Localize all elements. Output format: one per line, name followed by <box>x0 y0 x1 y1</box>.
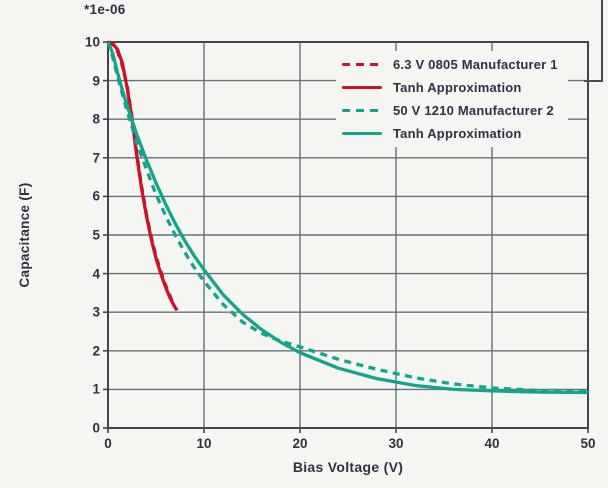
legend-item-1: Tanh Approximation <box>342 76 558 99</box>
x-tick-label-0: 0 <box>104 436 112 451</box>
legend-solid-line-swatch <box>342 85 382 90</box>
y-tick-label-4: 4 <box>92 265 100 281</box>
y-tick-label-0: 0 <box>92 420 100 436</box>
legend-dashed-line-swatch <box>342 62 382 67</box>
screenshot-artifact-vertical-line <box>601 0 603 82</box>
y-tick-label-5: 5 <box>92 227 100 243</box>
y-tick-label-8: 8 <box>92 111 100 127</box>
legend-label: 50 V 1210 Manufacturer 2 <box>393 103 554 118</box>
legend-solid-line-swatch <box>342 131 382 136</box>
y-tick-label-2: 2 <box>92 343 100 359</box>
curve-tanh-approximation <box>106 41 589 395</box>
y-axis-title: Capacitance (F) <box>17 182 32 288</box>
legend-item-2: 50 V 1210 Manufacturer 2 <box>342 99 558 122</box>
x-tick-label-20: 20 <box>292 436 308 451</box>
legend-dashed-line-swatch <box>342 108 382 113</box>
y-tick-label-3: 3 <box>92 304 100 320</box>
x-tick-label-10: 10 <box>196 436 212 451</box>
y-tick-label-7: 7 <box>92 150 100 166</box>
y-tick-label-9: 9 <box>92 72 100 88</box>
legend-label: Tanh Approximation <box>393 126 522 141</box>
x-tick-label-40: 40 <box>484 436 500 451</box>
x-tick-label-50: 50 <box>580 436 596 451</box>
screenshot-artifact-horizontal-line <box>584 80 603 82</box>
legend: 6.3 V 0805 Manufacturer 1 Tanh Approximat… <box>336 51 568 147</box>
legend-item-0: 6.3 V 0805 Manufacturer 1 <box>342 53 558 76</box>
y-tick-label-6: 6 <box>92 188 100 204</box>
x-axis-title: Bias Voltage (V) <box>292 459 404 475</box>
y-tick-label-1: 1 <box>92 381 100 397</box>
x-tick-label-30: 30 <box>388 436 404 451</box>
legend-item-3: Tanh Approximation <box>342 122 558 145</box>
y-tick-label-10: 10 <box>84 34 100 50</box>
legend-label: Tanh Approximation <box>393 80 522 95</box>
curve-tanh-approximation <box>107 40 179 312</box>
y-axis-offset-label: *1e-06 <box>84 2 126 17</box>
legend-label: 6.3 V 0805 Manufacturer 1 <box>393 57 558 72</box>
plot-border <box>107 41 589 429</box>
